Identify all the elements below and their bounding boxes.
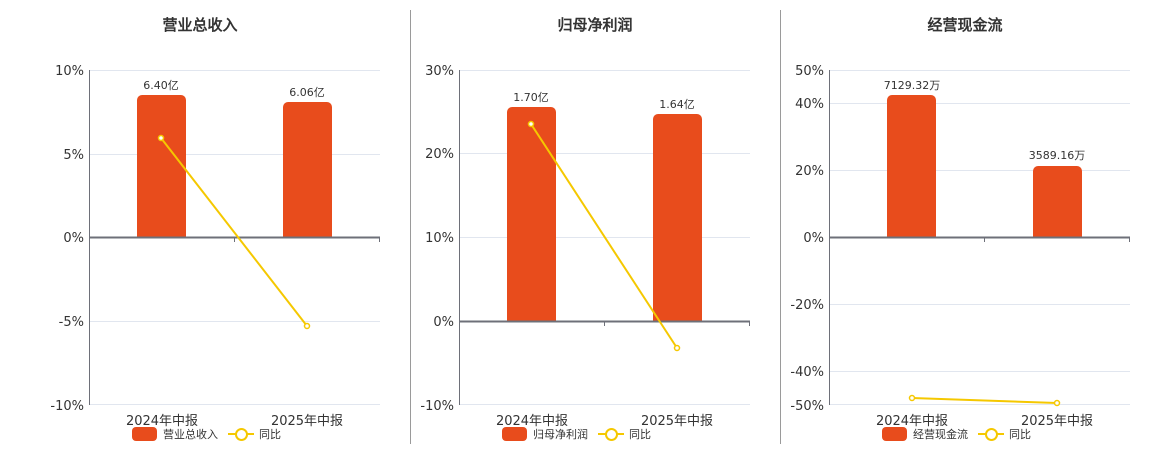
legend-bar-swatch[interactable] [502, 427, 527, 441]
legend-bar-label[interactable]: 经营现金流 [913, 428, 968, 441]
bar-value-label: 6.40亿 [143, 79, 179, 92]
chart-panel-revenue: 营业总收入 10% 5% 0% -5% -10% 6.40亿 6.06亿 202… [0, 0, 400, 450]
yoy-point[interactable] [157, 134, 165, 142]
panel-divider [410, 10, 411, 444]
legend-line-icon[interactable] [978, 427, 1004, 441]
x-tick: 2024年中报 [126, 414, 198, 429]
y-tick: 40% [795, 97, 824, 112]
chart-plot: 10% 5% 0% -5% -10% 6.40亿 6.06亿 2024年中报 2… [50, 64, 380, 429]
yoy-point[interactable] [1053, 399, 1061, 407]
chart-title: 营业总收入 [162, 16, 238, 34]
bar-value-label: 7129.32万 [884, 79, 941, 92]
chart-legend: 经营现金流 同比 [882, 426, 1031, 442]
yoy-line [530, 123, 678, 349]
y-tick: 30% [425, 64, 454, 79]
y-tick: 20% [425, 147, 454, 162]
y-tick: -10% [420, 399, 454, 414]
legend-line-label[interactable]: 同比 [629, 428, 651, 441]
yoy-point[interactable] [673, 344, 681, 352]
chart-panel-net-profit: 归母净利润 30% 20% 10% 0% -10% 1.70亿 1.64亿 20… [370, 0, 770, 450]
legend-bar-swatch[interactable] [132, 427, 157, 441]
bar[interactable] [137, 95, 186, 237]
x-tick: 2024年中报 [876, 414, 948, 429]
y-tick: -50% [790, 399, 824, 414]
bar[interactable] [653, 114, 702, 321]
yoy-point[interactable] [303, 322, 311, 330]
x-tick: 2025年中报 [271, 414, 343, 429]
y-tick: -40% [790, 365, 824, 380]
legend-bar-label[interactable]: 营业总收入 [163, 428, 218, 441]
legend-line-icon[interactable] [598, 427, 624, 441]
y-tick: -10% [50, 399, 84, 414]
legend-bar-swatch[interactable] [882, 427, 907, 441]
chart-title: 归母净利润 [557, 16, 633, 34]
bar-value-label: 6.06亿 [289, 86, 325, 99]
bar-value-label: 3589.16万 [1029, 149, 1086, 162]
chart-legend: 营业总收入 同比 [132, 426, 281, 442]
y-tick: 10% [55, 64, 84, 79]
y-tick: 0% [803, 231, 824, 246]
y-tick: -5% [59, 315, 84, 330]
legend-bar-label[interactable]: 归母净利润 [533, 428, 588, 441]
bar[interactable] [1033, 166, 1082, 237]
y-tick: -20% [790, 298, 824, 313]
y-tick: 20% [795, 164, 824, 179]
chart-panel-operating-cash-flow: 经营现金流 50% 40% 20% 0% -20% -40% -50% 7129… [740, 0, 1160, 450]
legend-line-label[interactable]: 同比 [1009, 428, 1031, 441]
bar-value-label: 1.70亿 [513, 91, 549, 104]
yoy-point[interactable] [908, 394, 916, 402]
chart-plot: 30% 20% 10% 0% -10% 1.70亿 1.64亿 2024年中报 … [420, 64, 750, 429]
legend-line-icon[interactable] [228, 427, 254, 441]
x-tick: 2025年中报 [641, 414, 713, 429]
y-tick: 0% [433, 315, 454, 330]
bar[interactable] [283, 102, 332, 237]
chart-title: 经营现金流 [927, 16, 1003, 34]
bar[interactable] [507, 107, 556, 321]
chart-legend: 归母净利润 同比 [502, 426, 651, 442]
panel-divider [780, 10, 781, 444]
yoy-point[interactable] [527, 120, 535, 128]
bar-value-label: 1.64亿 [659, 98, 695, 111]
yoy-line [160, 137, 308, 327]
y-tick: 10% [425, 231, 454, 246]
y-tick: 0% [63, 231, 84, 246]
x-tick: 2025年中报 [1021, 414, 1093, 429]
bar[interactable] [887, 95, 936, 237]
x-tick: 2024年中报 [496, 414, 568, 429]
legend-line-label[interactable]: 同比 [259, 428, 281, 441]
y-tick: 50% [795, 64, 824, 79]
chart-plot: 50% 40% 20% 0% -20% -40% -50% 7129.32万 3… [790, 64, 1130, 429]
y-tick: 5% [63, 148, 84, 163]
yoy-line [911, 397, 1058, 404]
